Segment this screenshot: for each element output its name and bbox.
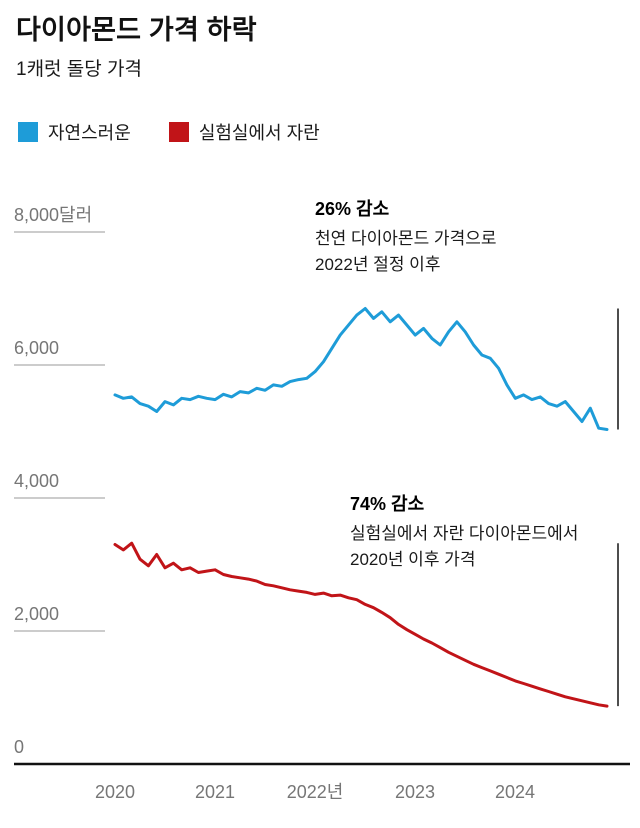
lab-grown-color-swatch: [168, 122, 189, 142]
series-group: [113, 307, 609, 708]
gridlines-group: [14, 231, 630, 766]
natural-decline-annotation: 26% 감소 천연 다이아몬드 가격으로 2022년 절정 이후: [315, 196, 497, 279]
x-tick-label: 2020: [95, 782, 135, 802]
natural-color-swatch: [18, 122, 38, 142]
lab-grown-decline-line1: 실험실에서 자란 다이아몬드에서: [350, 523, 579, 543]
y-tick-label: 2,000: [14, 604, 59, 624]
x-tick-label: 2021: [195, 782, 235, 802]
lab-grown-decline-headline: 74% 감소: [350, 494, 425, 514]
y-axis-labels: 8,000달러 6,000 4,000 2,000 0: [14, 205, 92, 757]
natural-price-line: [113, 307, 609, 431]
natural-decline-headline: 26% 감소: [315, 199, 390, 219]
page-title: 다이아몬드 가격 하락: [16, 15, 257, 45]
x-tick-label: 2024: [495, 782, 535, 802]
y-tick-label: 0: [14, 737, 24, 757]
lab-grown-decline-line2: 2020년 이후 가격: [350, 550, 476, 570]
x-axis-labels: 2020 2021 2022년 2023 2024: [95, 782, 535, 802]
legend-label-natural: 자연스러운: [48, 123, 131, 143]
legend-item-natural: 자연스러운: [18, 119, 131, 145]
legend: 자연스러운 실험실에서 자란: [18, 119, 320, 145]
natural-decline-line2: 2022년 절정 이후: [315, 255, 441, 275]
legend-label-lab-grown: 실험실에서 자란: [198, 123, 320, 143]
chart-subtitle: 1캐럿 돌당 가격: [16, 59, 143, 80]
legend-item-lab-grown: 실험실에서 자란: [168, 119, 320, 145]
x-tick-label: 2023: [395, 782, 435, 802]
y-tick-label: 6,000: [14, 338, 59, 358]
lab-grown-price-line: [113, 541, 609, 708]
natural-decline-line1: 천연 다이아몬드 가격으로: [315, 228, 497, 248]
y-tick-label: 4,000: [14, 471, 59, 491]
x-tick-label: 2022년: [287, 782, 344, 802]
y-tick-label: 8,000달러: [14, 205, 92, 225]
lab-grown-decline-annotation: 74% 감소 실험실에서 자란 다이아몬드에서 2020년 이후 가격: [350, 491, 578, 574]
